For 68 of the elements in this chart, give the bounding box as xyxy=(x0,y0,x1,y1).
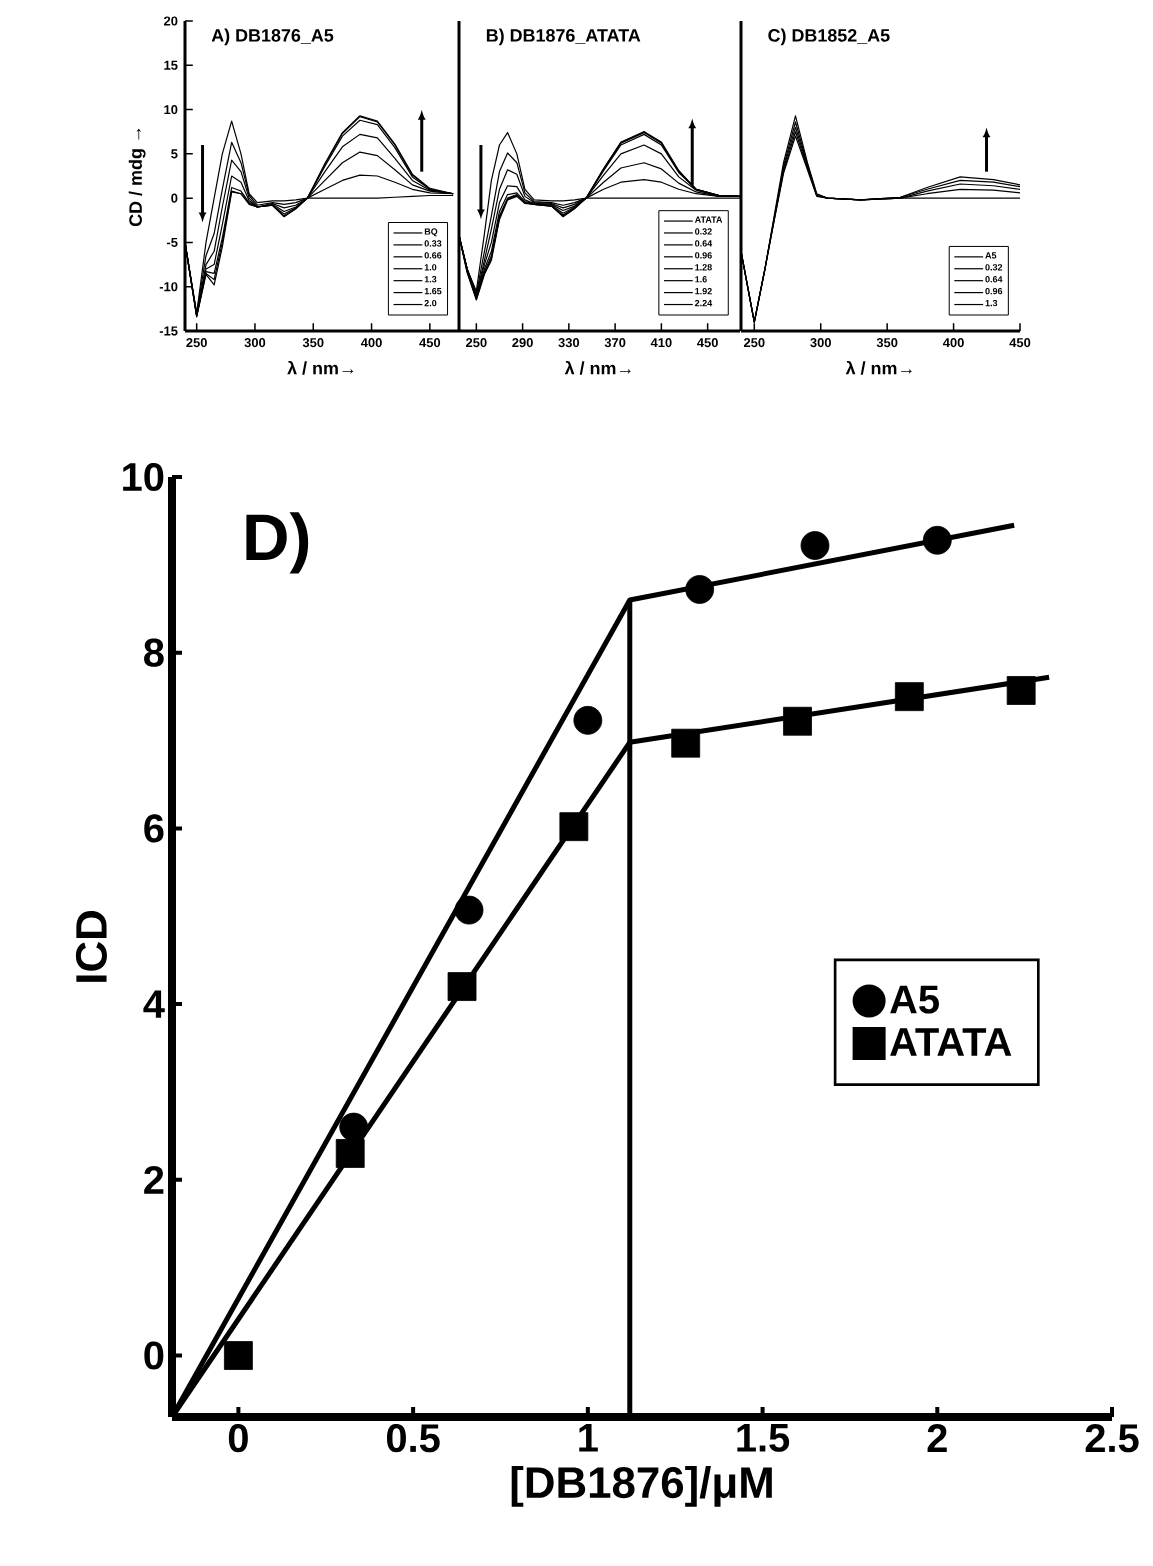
y-axis-title: ICD xyxy=(75,911,107,982)
y-tick-label: 5 xyxy=(171,149,178,159)
legend-label: 0.32 xyxy=(695,228,712,235)
y-tick-label: 0 xyxy=(171,193,178,203)
x-tick-label: 250 xyxy=(465,338,487,348)
x-tick-label: 400 xyxy=(360,338,382,348)
chart-title: A) DB1876_A5 xyxy=(211,28,334,46)
x-tick-label: 2.5 xyxy=(1085,1424,1139,1453)
y-tick-label: 8 xyxy=(144,638,164,667)
y-tick-label: -5 xyxy=(166,237,178,247)
x-tick-label: 300 xyxy=(810,338,831,348)
legend-label: ATATA xyxy=(694,216,723,223)
x-tick-label: 350 xyxy=(876,338,898,348)
y-tick-label: 2 xyxy=(144,1165,164,1194)
x-tick-label: 450 xyxy=(419,338,441,348)
x-axis-title: [DB1876]/μM xyxy=(511,1465,772,1507)
x-tick-label: 350 xyxy=(302,338,324,348)
legend-label: 2.24 xyxy=(695,299,713,307)
legend-label: 0.66 xyxy=(424,252,442,259)
legend-label: 1.65 xyxy=(424,288,442,295)
legend-label: 0.64 xyxy=(695,240,713,247)
y-tick-label: 6 xyxy=(144,814,164,843)
x-tick-label: 300 xyxy=(244,338,266,348)
x-tick-label: 2 xyxy=(927,1424,947,1452)
legend-label: BQ xyxy=(424,228,438,237)
legend-label: ATATA xyxy=(890,1028,1012,1056)
y-tick-label: 4 xyxy=(143,990,165,1018)
legend-label: 1.92 xyxy=(695,288,712,295)
y-tick-label: 15 xyxy=(164,60,178,70)
x-axis-title: λ / nm→ xyxy=(287,360,354,375)
x-tick-label: 250 xyxy=(743,338,765,348)
legend-label: A5 xyxy=(985,252,997,259)
x-tick-label: 330 xyxy=(558,338,580,348)
x-tick-label: 290 xyxy=(512,338,533,348)
y-tick-label: 20 xyxy=(163,16,178,26)
x-tick-label: 370 xyxy=(604,338,626,348)
annotation: D) xyxy=(246,512,309,574)
x-tick-label: 410 xyxy=(650,338,672,348)
legend-label: 0.96 xyxy=(695,252,712,259)
legend-label: 0.33 xyxy=(424,240,442,247)
legend-label: 2.0 xyxy=(424,299,437,307)
y-axis-title: CD / mdg → xyxy=(128,128,146,227)
legend-label: 1.3 xyxy=(424,276,437,283)
legend-label: A5 xyxy=(890,985,939,1014)
legend-label: 1.28 xyxy=(695,264,712,271)
x-tick-label: 1.5 xyxy=(737,1424,790,1452)
x-tick-label: 450 xyxy=(1009,338,1031,348)
x-axis-title: λ / nm→ xyxy=(845,360,912,375)
legend-label: 0.32 xyxy=(985,264,1003,271)
legend-label: 0.64 xyxy=(985,276,1003,283)
legend-label: 1.6 xyxy=(695,276,707,283)
x-tick-label: 450 xyxy=(697,338,718,348)
x-tick-label: 0.5 xyxy=(386,1424,440,1453)
y-tick-label: -10 xyxy=(159,282,178,292)
legend-label: 1.0 xyxy=(424,264,437,271)
y-tick-label: 10 xyxy=(123,462,164,492)
x-axis-title: λ / nm→ xyxy=(564,360,631,375)
x-tick-label: 250 xyxy=(186,338,207,348)
legend-label: 0.96 xyxy=(985,288,1003,295)
chart-title: B) DB1876_ATATA xyxy=(486,28,641,46)
y-tick-label: -15 xyxy=(159,326,178,336)
x-tick-label: 1 xyxy=(579,1424,598,1452)
legend-label: 1.3 xyxy=(985,299,998,307)
x-tick-label: 0 xyxy=(228,1424,248,1453)
y-tick-label: 10 xyxy=(164,105,178,115)
y-tick-label: 0 xyxy=(144,1341,164,1370)
chart-title: C) DB1852_A5 xyxy=(768,28,890,46)
x-tick-label: 400 xyxy=(942,338,964,348)
